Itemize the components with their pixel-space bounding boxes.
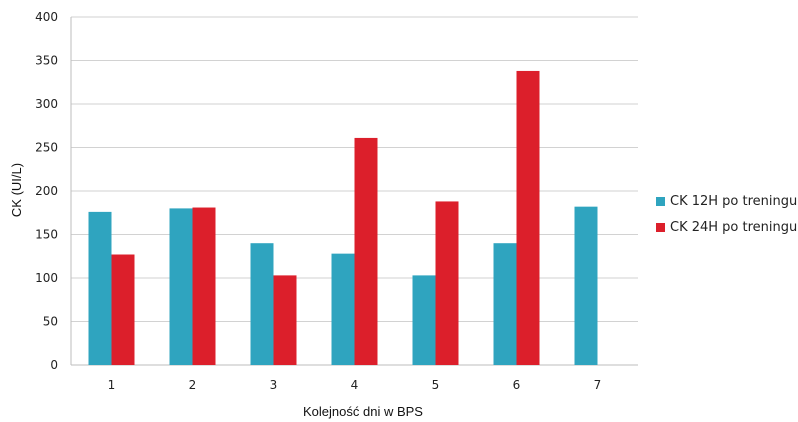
bar-12h-day-6 <box>493 243 517 365</box>
bar-12h-day-5 <box>412 275 436 365</box>
x-tick-label: 7 <box>594 378 602 392</box>
legend-item-24h: CK 24H po treningu <box>656 216 797 238</box>
bar-24h-day-2 <box>192 207 216 365</box>
bar-12h-day-4 <box>331 253 355 365</box>
x-tick-label: 1 <box>108 378 116 392</box>
bar-24h-day-1 <box>111 254 135 365</box>
bar-24h-day-4 <box>354 137 378 365</box>
bar-24h-day-5 <box>435 201 459 365</box>
legend: CK 12H po treningu CK 24H po treningu <box>656 190 797 242</box>
x-tick-label: 4 <box>351 378 359 392</box>
y-tick-label: 50 <box>43 315 58 329</box>
y-axis-title: CK (UI/L) <box>9 163 24 217</box>
y-tick-label: 300 <box>35 97 58 111</box>
x-tick-label: 5 <box>432 378 440 392</box>
legend-label-24h: CK 24H po treningu <box>670 219 798 235</box>
y-tick-labels: 0 50 100 150 200 250 300 350 400 <box>35 10 58 372</box>
y-tick-label: 400 <box>35 10 58 24</box>
bar-12h-day-3 <box>250 243 274 365</box>
bar-12h-day-1 <box>88 211 112 365</box>
x-tick-label: 2 <box>189 378 197 392</box>
x-tick-labels: 1 2 3 4 5 6 7 <box>108 378 602 392</box>
legend-swatch-24h <box>656 222 665 232</box>
y-tick-label: 100 <box>35 271 58 285</box>
bar-24h-day-6 <box>516 70 540 365</box>
bar-24h-day-3 <box>273 275 297 365</box>
y-tick-label: 250 <box>35 141 58 155</box>
bar-12h-day-7 <box>574 206 598 365</box>
legend-label-12h: CK 12H po treningu <box>670 193 798 209</box>
y-tick-label: 350 <box>35 54 58 68</box>
x-tick-label: 3 <box>270 378 278 392</box>
legend-item-12h: CK 12H po treningu <box>656 190 797 212</box>
x-tick-label: 6 <box>513 378 521 392</box>
bar-12h-day-2 <box>169 208 193 365</box>
y-tick-label: 200 <box>35 184 58 198</box>
bars <box>88 70 598 365</box>
x-axis-title: Kolejność dni w BPS <box>303 404 423 419</box>
y-tick-label: 150 <box>35 228 58 242</box>
legend-swatch-12h <box>656 196 665 206</box>
y-tick-label: 0 <box>50 358 58 372</box>
